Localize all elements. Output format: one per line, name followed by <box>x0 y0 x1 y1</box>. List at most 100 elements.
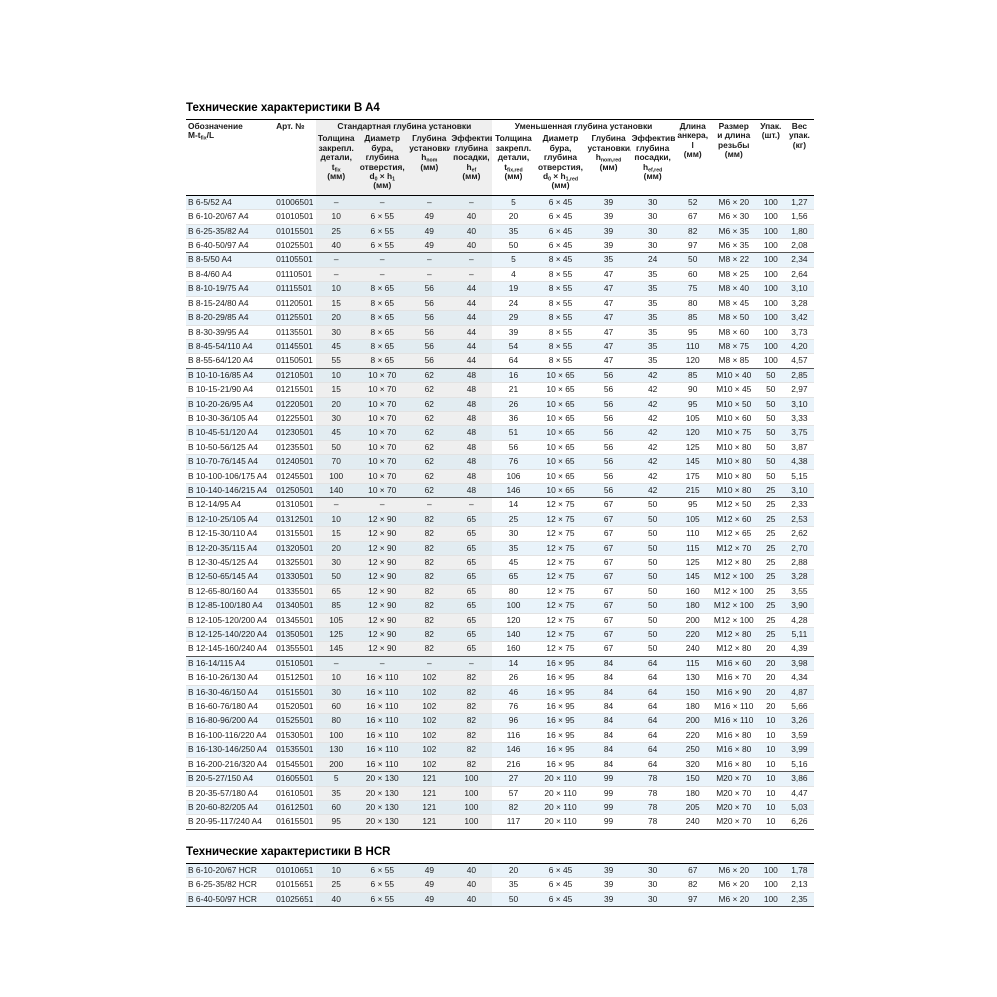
length-cell: 205 <box>674 799 711 815</box>
effective-red-cell: 50 <box>630 511 675 527</box>
drill-red-cell: 16 × 95 <box>534 684 587 700</box>
table-row: B 12-105-120/200 A4 01345501 105 12 × 90 82 6… <box>186 612 814 628</box>
table-row: B 16-60-76/180 A4 01520501 60 16 × 110 102 82… <box>186 699 814 714</box>
table-row: B 8-4/60 A4 01110501– – – –4 8 × 55 47 35 60 M8 ×… <box>186 266 814 282</box>
effective-red-cell: 50 <box>630 526 675 542</box>
designation-cell: B 16-60-76/180 A4 <box>186 699 275 714</box>
thread-cell: M8 × 40 <box>710 281 757 297</box>
designation-cell: B 8-15-24/80 A4 <box>186 295 275 311</box>
weight-cell: 3,33 <box>784 410 814 426</box>
table-row: B 12-85-100/180 A4 01340501 85 12 × 90 82 65 1… <box>186 598 814 614</box>
table-row: B 6-25-35/82 HCR 01015651 25 6 × 55 49 40 35 6 … <box>186 877 814 893</box>
art-no-cell: 01015501 <box>274 223 317 239</box>
thickness-red-cell: 65 <box>492 569 535 585</box>
thickness-std-cell: – <box>316 266 357 282</box>
drill-red-cell: 20 × 110 <box>534 771 587 786</box>
drill-red-cell: 8 × 55 <box>534 324 587 340</box>
table-row: B 12-65-80/160 A4 01335501 65 12 × 90 82 65 80… <box>186 583 814 599</box>
table-row: B 10-15-21/90 A4 01215501 15 10 × 70 62 48 21 1… <box>186 382 814 398</box>
table-row: B 10-30-36/105 A4 01225501 30 10 × 70 62 48 36… <box>186 410 814 426</box>
section-title-hcr: Технические характеристики B HCR <box>186 845 391 858</box>
effective-std-cell: 82 <box>450 756 493 772</box>
col-header-depth-red: Глубина установки, hnom,red (мм) <box>587 133 631 172</box>
col-header-pack-weight: Вес упак. (кг) <box>784 119 814 196</box>
effective-red-cell: 78 <box>630 771 675 786</box>
thread-cell: M6 × 30 <box>710 209 757 225</box>
effective-std-cell: 48 <box>450 367 493 383</box>
pack-cell: 50 <box>756 382 785 398</box>
pack-cell: 100 <box>756 194 785 210</box>
weight-cell: 2,33 <box>784 497 814 513</box>
depth-red-cell: 56 <box>586 439 631 455</box>
effective-std-cell: 82 <box>450 713 493 729</box>
depth-std-cell: – <box>408 194 451 210</box>
thread-cell: M16 × 70 <box>710 670 757 686</box>
effective-std-cell: – <box>450 655 493 671</box>
depth-red-cell: 67 <box>586 526 631 542</box>
table-row: B 20-5-27/150 A4 01605501 5 20 × 130 121 100 2… <box>186 771 814 786</box>
spec-table-hcr: B 6-10-20/67 HCR 01010651 10 6 × 55 49 40 20 6 … <box>186 862 814 907</box>
weight-cell: 3,26 <box>784 713 814 729</box>
effective-red-cell: 42 <box>630 410 675 426</box>
depth-red-cell: 84 <box>586 699 631 714</box>
depth-std-cell: 56 <box>408 281 451 297</box>
length-cell: 67 <box>674 862 711 878</box>
thickness-red-cell: 14 <box>492 497 535 513</box>
thread-cell: M12 × 50 <box>710 497 757 513</box>
weight-cell: 4,87 <box>784 684 814 700</box>
thickness-std-cell: 100 <box>316 468 357 484</box>
drill-red-cell: 10 × 65 <box>534 396 587 412</box>
weight-cell: 1,78 <box>784 862 814 878</box>
pack-cell: 50 <box>756 396 785 412</box>
thickness-std-cell: 55 <box>316 353 357 369</box>
effective-std-cell: 40 <box>450 223 493 239</box>
effective-std-cell: 48 <box>450 410 493 426</box>
depth-red-cell: 67 <box>586 598 631 614</box>
art-no-cell: 01210501 <box>274 367 317 383</box>
art-no-cell: 01610501 <box>274 785 317 801</box>
length-cell: 320 <box>674 756 711 772</box>
designation-cell: B 12-65-80/160 A4 <box>186 583 275 599</box>
thickness-std-cell: 10 <box>316 367 357 383</box>
art-no-cell: 01512501 <box>274 670 317 686</box>
art-no-cell: 01330501 <box>274 569 317 585</box>
depth-std-cell: 49 <box>408 862 451 878</box>
art-no-cell: 01350501 <box>274 627 317 642</box>
drill-red-cell: 12 × 75 <box>534 554 587 570</box>
art-no-cell: 01535501 <box>274 742 317 758</box>
drill-std-cell: 12 × 90 <box>356 612 409 628</box>
depth-std-cell: 62 <box>408 482 451 498</box>
drill-red-cell: 8 × 55 <box>534 281 587 297</box>
art-no-cell: 01530501 <box>274 727 317 743</box>
pack-cell: 10 <box>756 814 785 830</box>
weight-cell: 2,34 <box>784 252 814 268</box>
thickness-std-cell: 105 <box>316 612 357 628</box>
weight-cell: 3,59 <box>784 727 814 743</box>
drill-std-cell: 12 × 90 <box>356 569 409 585</box>
drill-std-cell: 12 × 90 <box>356 554 409 570</box>
drill-red-cell: 10 × 65 <box>534 410 587 426</box>
art-no-cell: 01312501 <box>274 511 317 527</box>
effective-red-cell: 64 <box>630 713 675 729</box>
art-no-cell: 01355501 <box>274 641 317 657</box>
effective-red-cell: 35 <box>630 266 675 282</box>
drill-std-cell: 16 × 110 <box>356 742 409 758</box>
effective-red-cell: 78 <box>630 814 675 830</box>
designation-cell: B 12-50-65/145 A4 <box>186 569 275 585</box>
table-body-hcr: B 6-10-20/67 HCR 01010651 10 6 × 55 49 40 20 6 … <box>186 862 814 907</box>
designation-cell: B 12-20-35/115 A4 <box>186 540 275 556</box>
depth-std-cell: 82 <box>408 641 451 657</box>
effective-std-cell: 65 <box>450 598 493 614</box>
table-row: B 10-20-26/95 A4 01220501 20 10 × 70 62 48 26 1… <box>186 396 814 412</box>
drill-std-cell: 20 × 130 <box>356 814 409 830</box>
thickness-std-cell: 95 <box>316 814 357 830</box>
thickness-red-cell: 106 <box>492 468 535 484</box>
pack-cell: 100 <box>756 266 785 282</box>
effective-red-cell: 78 <box>630 799 675 815</box>
weight-cell: 3,10 <box>784 396 814 412</box>
depth-red-cell: 39 <box>586 223 631 239</box>
table-row: B 6-10-20/67 A4 01010501 10 6 × 55 49 40 20 6 ×… <box>186 209 814 225</box>
thread-cell: M10 × 75 <box>710 425 757 441</box>
designation-cell: B 12-125-140/220 A4 <box>186 627 275 642</box>
length-cell: 97 <box>674 238 711 253</box>
